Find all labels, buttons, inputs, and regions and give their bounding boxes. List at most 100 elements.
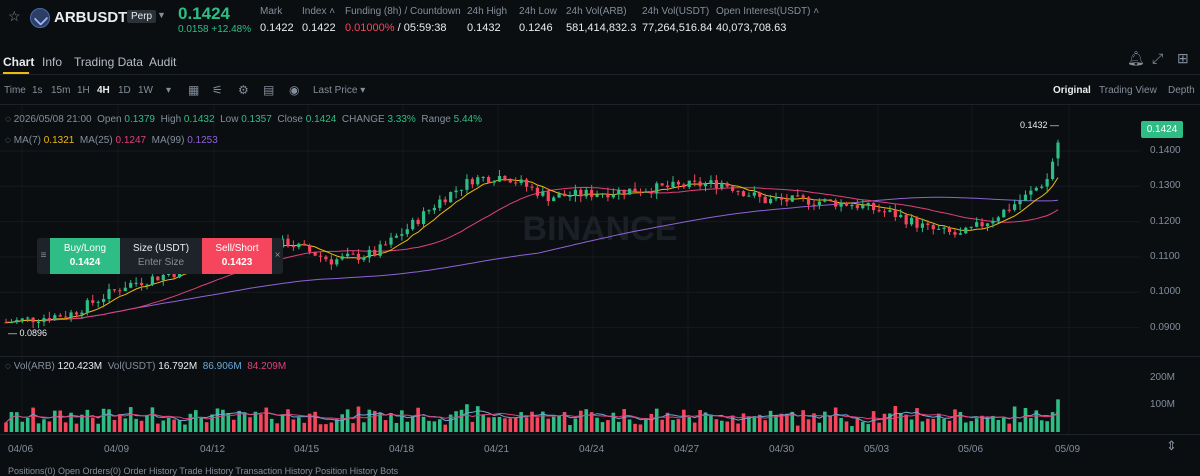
expand-icon[interactable]: ⤢ xyxy=(1152,50,1164,66)
view-original[interactable]: Original xyxy=(1053,85,1091,96)
price-type-select[interactable]: Last Price ▾ xyxy=(313,85,366,96)
volume-bar xyxy=(850,426,854,432)
interval-1s[interactable]: 1s xyxy=(32,85,43,96)
candle-body xyxy=(112,289,117,291)
volume-bar xyxy=(823,411,827,432)
volume-bar xyxy=(736,423,740,432)
candle-body xyxy=(937,228,941,230)
candle-body xyxy=(476,177,480,185)
candle-body xyxy=(107,289,111,299)
volume-bar xyxy=(568,424,572,432)
chart-settings-icon[interactable]: ⚙ xyxy=(238,83,249,97)
fit-axis-icon[interactable]: ⇕ xyxy=(1166,438,1177,453)
grid-icon[interactable]: ⊞ xyxy=(1177,50,1189,66)
volume-bar xyxy=(351,423,355,432)
volume-bar xyxy=(1023,407,1028,432)
volume-bar xyxy=(416,407,420,432)
buy-long-button[interactable]: Buy/Long 0.1424 xyxy=(50,238,120,274)
volume-bar xyxy=(481,414,485,432)
volume-bar xyxy=(806,419,811,432)
candle-body xyxy=(291,246,296,248)
view-trading-view[interactable]: Trading View xyxy=(1099,85,1157,96)
volume-bar xyxy=(768,410,773,432)
candle-body xyxy=(64,316,68,318)
volume-bar xyxy=(80,414,84,432)
candle-body xyxy=(828,199,832,201)
indicators-icon[interactable]: ⚟ xyxy=(212,83,223,97)
candle-body xyxy=(958,233,962,235)
volume-bar xyxy=(166,417,171,432)
candle-body xyxy=(834,200,838,207)
volume-bar xyxy=(486,417,491,432)
calendar-icon[interactable]: ▦ xyxy=(188,83,200,97)
volume-bar xyxy=(297,417,301,432)
volume-bar xyxy=(378,413,382,432)
volume-bar xyxy=(427,420,431,432)
volume-bar xyxy=(139,420,144,432)
candle-body xyxy=(129,282,133,288)
interval-1w[interactable]: 1W xyxy=(138,85,153,96)
x-tick-label: 04/15 xyxy=(294,444,320,455)
volume-bar xyxy=(42,419,46,432)
y-tick-label: 0.0900 xyxy=(1150,321,1181,333)
candle-body xyxy=(335,259,339,265)
candle-body xyxy=(747,195,751,197)
tab-trading-data[interactable]: Trading Data xyxy=(74,55,143,69)
interval-15m[interactable]: 15m xyxy=(51,85,71,96)
ma7-line xyxy=(5,177,1059,323)
candle-body xyxy=(725,183,729,187)
close-icon[interactable]: × xyxy=(274,250,281,261)
volume-bar xyxy=(193,410,198,432)
stat-label: 24h Low xyxy=(519,6,557,17)
volume-bar xyxy=(465,404,469,432)
candle-body xyxy=(741,191,746,197)
volume-bar xyxy=(448,414,453,432)
volume-bar xyxy=(112,419,117,432)
tab-audit[interactable]: Audit xyxy=(149,55,177,69)
volume-bar xyxy=(20,421,25,432)
drag-handle-icon[interactable]: ≡ xyxy=(40,250,47,261)
interval-1d[interactable]: 1D xyxy=(118,85,131,96)
replay-icon[interactable]: ◉ xyxy=(289,83,300,97)
candle-body xyxy=(497,175,502,182)
tab-info[interactable]: Info xyxy=(42,55,63,69)
volume-bar xyxy=(362,422,366,432)
candle-body xyxy=(703,183,708,187)
candle-body xyxy=(411,219,415,230)
size-field[interactable]: Size (USDT) Enter Size xyxy=(132,243,190,268)
volume-bar xyxy=(942,418,946,432)
symbol-name[interactable]: ARBUSDT xyxy=(54,9,128,26)
candle-body xyxy=(139,282,144,285)
price-chart[interactable]: BINANCE xyxy=(0,105,1200,463)
layout-icon[interactable]: ▤ xyxy=(263,83,275,97)
tab-chart[interactable]: Chart xyxy=(3,55,35,69)
bell-icon[interactable]: 🔔︎ xyxy=(1127,50,1145,66)
volume-bar xyxy=(985,416,990,432)
candle-body xyxy=(535,187,540,196)
volume-bar xyxy=(687,416,692,432)
stat-label: Mark xyxy=(260,6,283,17)
candle-body xyxy=(4,322,8,324)
candle-body xyxy=(74,312,79,315)
sell-short-button[interactable]: Sell/Short 0.1423 xyxy=(202,238,272,274)
candle-body xyxy=(416,219,420,225)
x-tick-label: 05/09 xyxy=(1055,444,1081,455)
x-tick-label: 05/03 xyxy=(864,444,890,455)
volume-bar xyxy=(644,417,648,432)
favorite-star-icon[interactable]: ☆ xyxy=(8,8,21,24)
interval-4h[interactable]: 4H xyxy=(97,85,110,96)
more-intervals-icon[interactable]: ▾ xyxy=(166,85,172,96)
view-depth[interactable]: Depth xyxy=(1168,85,1195,96)
candle-body xyxy=(584,189,588,197)
candle-body xyxy=(524,179,529,187)
candle-body xyxy=(492,181,496,183)
interval-1h[interactable]: 1H xyxy=(77,85,90,96)
symbol-dropdown-icon[interactable]: ▼ xyxy=(157,10,166,20)
candle-body xyxy=(519,179,523,183)
candle-body xyxy=(899,215,903,217)
active-tab-indicator xyxy=(3,72,29,74)
stat-value: 0.1422 xyxy=(302,22,336,34)
candle-body xyxy=(790,195,794,202)
candle-body xyxy=(785,199,789,202)
volume-bar xyxy=(774,415,778,432)
